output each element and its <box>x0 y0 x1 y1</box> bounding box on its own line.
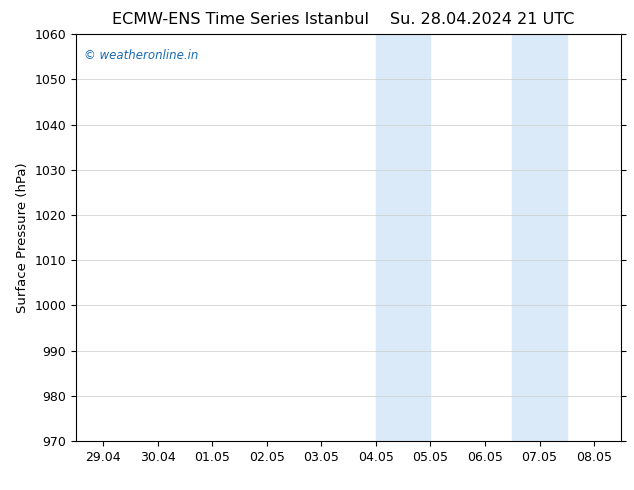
Text: Su. 28.04.2024 21 UTC: Su. 28.04.2024 21 UTC <box>390 12 574 27</box>
Text: © weatheronline.in: © weatheronline.in <box>84 49 198 62</box>
Bar <box>540 34 567 441</box>
Bar <box>512 34 540 441</box>
Y-axis label: Surface Pressure (hPa): Surface Pressure (hPa) <box>16 162 29 313</box>
Text: ECMW-ENS Time Series Istanbul: ECMW-ENS Time Series Istanbul <box>112 12 370 27</box>
Bar <box>376 34 403 441</box>
Bar <box>403 34 430 441</box>
